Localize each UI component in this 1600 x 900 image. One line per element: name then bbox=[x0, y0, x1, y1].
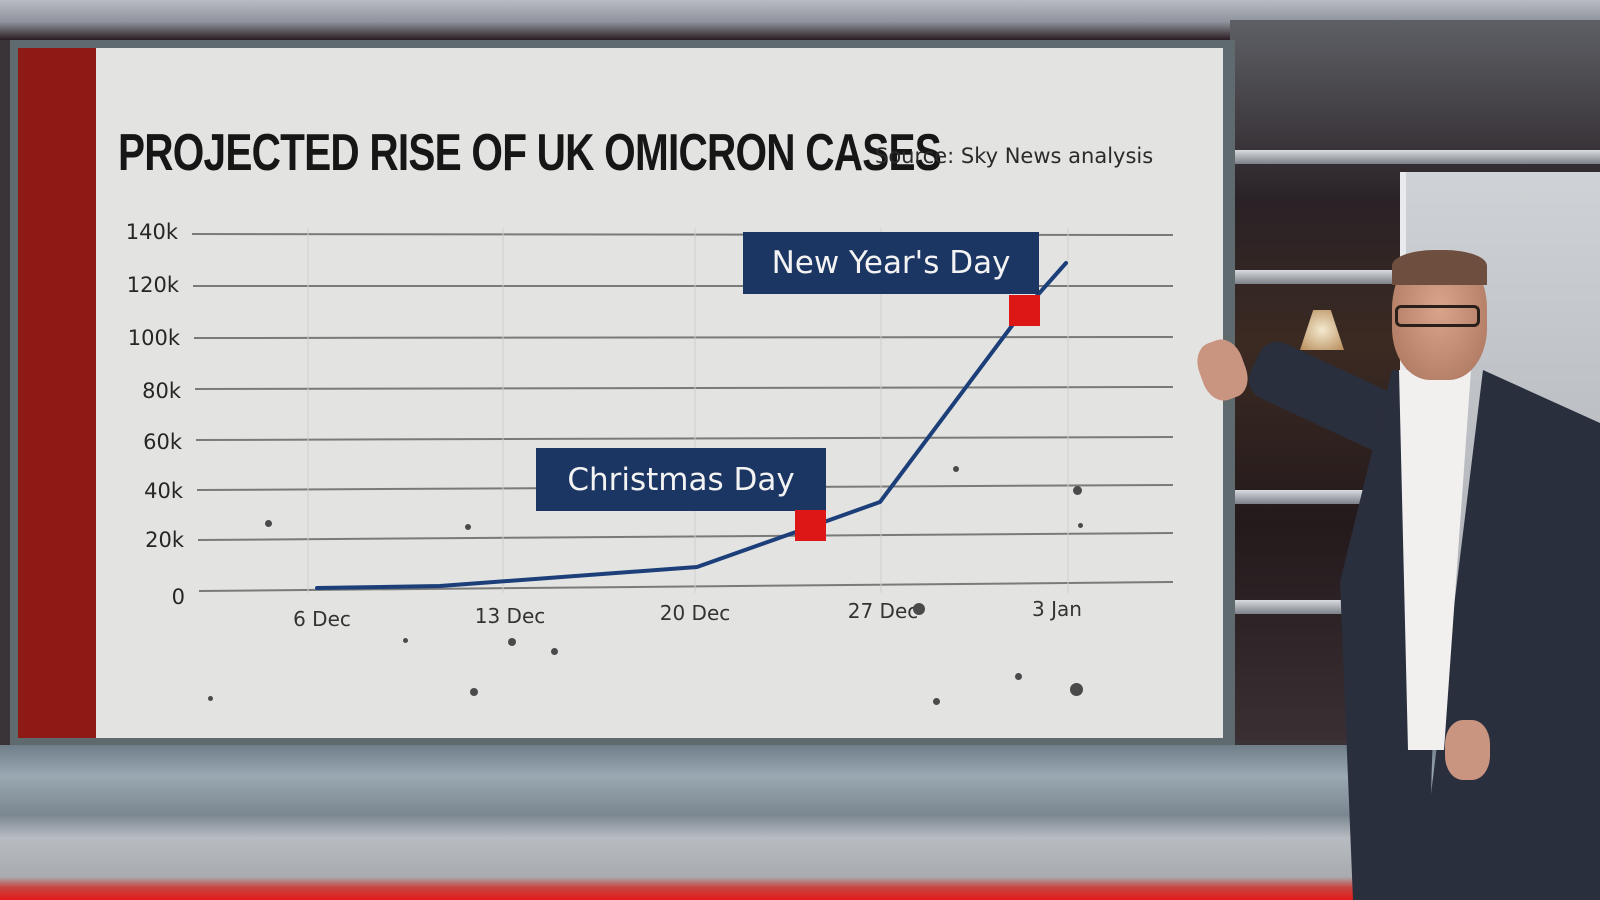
y-label: 0 bbox=[172, 585, 185, 609]
speckle bbox=[508, 638, 516, 646]
speckle bbox=[1070, 683, 1083, 696]
chart-source: Source: Sky News analysis bbox=[875, 144, 1154, 168]
x-label: 6 Dec bbox=[293, 607, 351, 631]
speckle bbox=[265, 520, 272, 527]
speckle bbox=[1078, 523, 1083, 528]
speckle bbox=[953, 466, 959, 472]
y-axis-labels: 140k 120k 100k 80k 60k 40k 20k 0 bbox=[126, 220, 185, 609]
new-years-day-label: New Year's Day bbox=[743, 232, 1039, 294]
presenter-hair bbox=[1392, 250, 1487, 285]
y-label: 20k bbox=[145, 528, 185, 552]
y-label: 120k bbox=[127, 273, 180, 297]
speckle bbox=[913, 603, 925, 615]
speckle bbox=[1015, 673, 1022, 680]
chart-title: PROJECTED RISE OF UK OMICRON CASES bbox=[118, 124, 942, 182]
x-label: 3 Jan bbox=[1032, 597, 1082, 621]
new-years-day-marker bbox=[1009, 295, 1040, 326]
line-chart: 140k 120k 100k 80k 60k 40k 20k 0 6 Dec 1… bbox=[126, 220, 1174, 631]
x-label: 27 Dec bbox=[848, 599, 919, 623]
speckle bbox=[465, 524, 471, 530]
studio-desk bbox=[0, 745, 1600, 900]
speckle bbox=[470, 688, 478, 696]
y-label: 40k bbox=[144, 479, 184, 503]
presenter-hand bbox=[1445, 720, 1490, 780]
presenter-suit bbox=[1340, 370, 1600, 900]
accent-bar bbox=[18, 48, 96, 738]
glasses-icon bbox=[1395, 305, 1480, 327]
y-label: 140k bbox=[126, 220, 179, 244]
x-axis-labels: 6 Dec 13 Dec 20 Dec 27 Dec 3 Jan bbox=[293, 597, 1082, 631]
christmas-day-label: Christmas Day bbox=[536, 448, 826, 511]
speckle bbox=[403, 638, 408, 643]
x-label: 20 Dec bbox=[660, 601, 731, 625]
x-label: 13 Dec bbox=[475, 604, 546, 628]
y-label: 100k bbox=[128, 326, 181, 350]
studio-rail bbox=[1230, 150, 1600, 164]
y-label: 80k bbox=[142, 379, 182, 403]
presenter bbox=[1191, 250, 1600, 900]
y-label: 60k bbox=[143, 430, 183, 454]
speckle bbox=[1073, 486, 1082, 495]
chart-board: PROJECTED RISE OF UK OMICRON CASES Sourc… bbox=[18, 48, 1223, 738]
speckle bbox=[933, 698, 940, 705]
christmas-day-marker bbox=[795, 510, 826, 541]
speckle bbox=[551, 648, 558, 655]
speckle bbox=[208, 696, 213, 701]
